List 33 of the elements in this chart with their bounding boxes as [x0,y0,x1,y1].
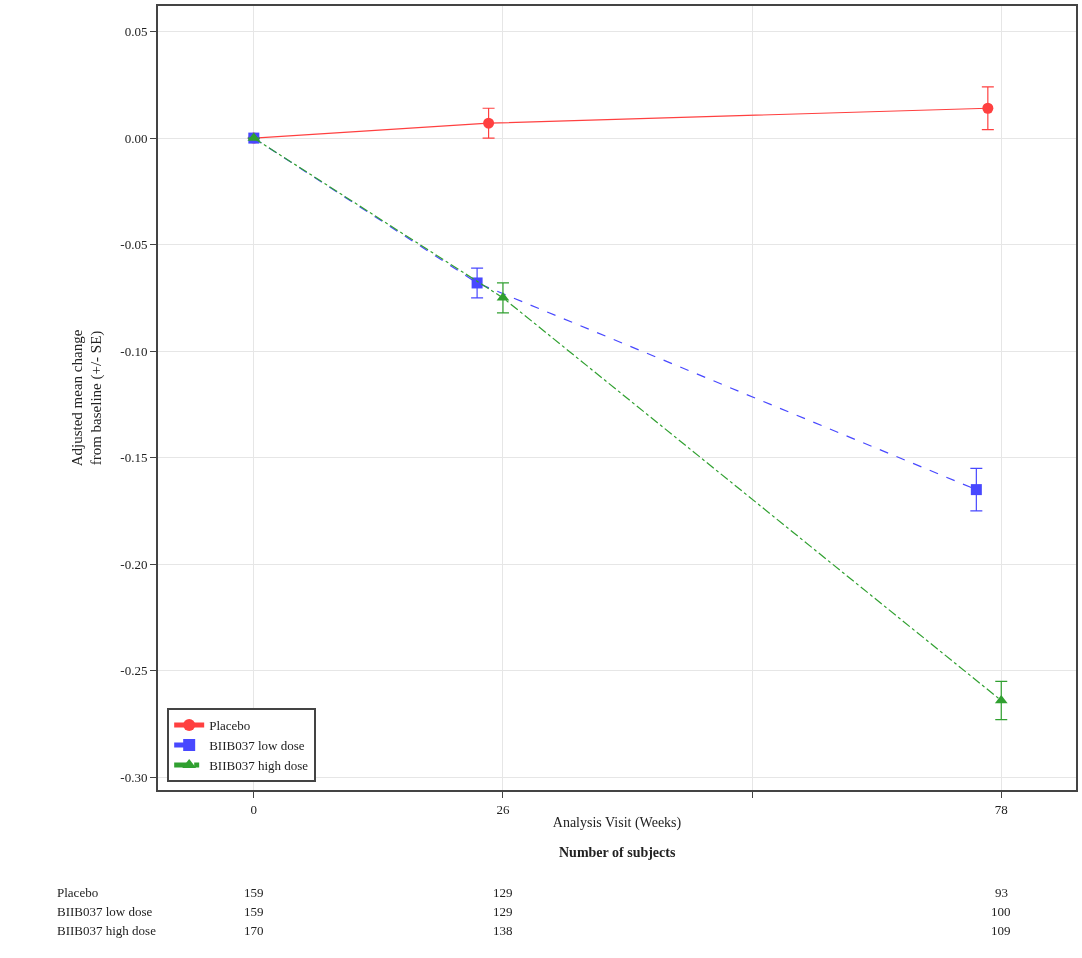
y-tick-label: -0.05 [120,237,148,253]
x-tick-label: 26 [496,801,510,817]
y-tick-label: -0.20 [120,556,148,572]
legend-label: BIIB037 low dose [209,738,305,754]
point [471,277,483,289]
y-tick-label: -0.30 [120,769,148,785]
text: 159 [244,904,264,919]
x-axis-title: Analysis Visit (Weeks) [552,815,682,832]
x-tick-label: 0 [250,801,258,817]
text: 93 [995,885,1008,900]
text: 100 [991,904,1011,919]
text: Placebo [57,885,99,900]
y-tick-label: -0.10 [120,343,148,359]
text: 129 [493,904,513,919]
text: 159 [244,885,264,900]
legend-label: BIIB037 high dose [209,757,309,773]
text: Number of subjects [559,845,676,860]
y-tick-label: 0.00 [124,130,148,146]
text: BIIB037 low dose [57,904,153,919]
y-tick-label: 0.05 [124,24,148,40]
text: 138 [493,923,513,938]
text: 170 [244,923,264,938]
point [970,484,982,496]
point [483,117,495,129]
text: 109 [991,923,1011,938]
y-tick-label: -0.25 [120,663,148,679]
x-tick-label: 78 [994,801,1008,817]
y-axis-title: Adjusted mean change from baseline (+/- SE) [68,329,106,467]
text: 129 [493,885,513,900]
y-tick-label: -0.15 [120,450,148,466]
text: BIIB037 high dose [57,923,157,938]
point [982,102,994,114]
legend-label: Placebo [209,718,251,734]
